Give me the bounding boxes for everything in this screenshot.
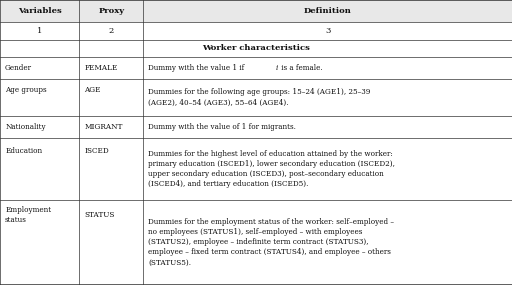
Text: Education: Education (5, 147, 42, 156)
Bar (0, 0, 512, 22)
Text: Dummy with the value 1 if: Dummy with the value 1 if (148, 64, 247, 72)
Text: Definition: Definition (304, 7, 352, 15)
Bar (0, 57, 512, 80)
Bar (0, 116, 512, 138)
Text: Dummies for the highest level of education attained by the worker:
primary educa: Dummies for the highest level of educati… (148, 150, 395, 188)
Text: is a female.: is a female. (279, 64, 322, 72)
Text: ISCED: ISCED (84, 147, 109, 156)
Bar (0, 40, 512, 57)
Text: Dummies for the following age groups: 15–24 (AGE1), 25–39
(AGE2), 40–54 (AGE3), : Dummies for the following age groups: 15… (148, 88, 371, 107)
Text: Gender: Gender (5, 64, 32, 72)
Text: 1: 1 (37, 27, 42, 35)
Text: Age groups: Age groups (5, 86, 47, 94)
Text: 2: 2 (109, 27, 114, 35)
Bar (0, 80, 512, 116)
Text: Variables: Variables (18, 7, 61, 15)
Text: Nationality: Nationality (5, 123, 46, 131)
Text: Proxy: Proxy (98, 7, 124, 15)
Text: Dummy with the value of 1 for migrants.: Dummy with the value of 1 for migrants. (148, 123, 296, 131)
Text: Worker characteristics: Worker characteristics (202, 44, 310, 52)
Text: AGE: AGE (84, 86, 101, 94)
Text: 3: 3 (325, 27, 330, 35)
Text: STATUS: STATUS (84, 211, 115, 219)
Text: MIGRANT: MIGRANT (84, 123, 123, 131)
Bar (0, 138, 512, 200)
Text: i: i (275, 64, 278, 72)
Text: FEMALE: FEMALE (84, 64, 118, 72)
Text: Dummies for the employment status of the worker: self–employed –
no employees (S: Dummies for the employment status of the… (148, 218, 394, 266)
Bar (0, 22, 512, 40)
Text: Employment
status: Employment status (5, 206, 51, 224)
Bar (0, 200, 512, 285)
